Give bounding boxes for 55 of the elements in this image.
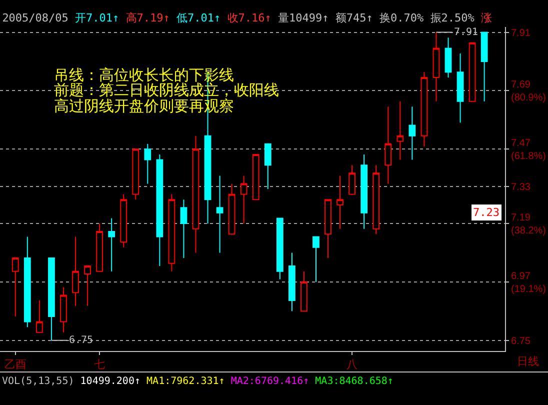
candlestick [72,236,79,306]
x-axis-title: 日线 [517,355,539,368]
y-tick-label: 7.33 [511,182,531,193]
annotation: 7.23 [473,206,500,219]
candlestick [120,194,128,248]
candlestick [408,106,416,160]
candlestick [348,164,356,195]
candlestick [432,32,440,102]
candlestick [456,53,464,124]
annotation: 6.75 [69,335,94,346]
candlestick [24,236,31,328]
x-tick-label: 乙酉 [4,358,26,372]
chart-title: 2005/08/05 开7.01↑ 高7.19↑ 低7.01↑ 收7.16↑ 量10499↑ 额745↑ 换0.70% 振2.50% 涨 [2,11,492,24]
candlestick [444,37,452,78]
candlestick [264,143,272,190]
candlestick [288,252,296,312]
candlestick [276,218,284,280]
y-tick-label: 7.69 (80.9%) [511,80,546,104]
candlestick [372,164,380,235]
candlestick [96,223,103,272]
candlestick [384,106,392,184]
candlestick [228,183,236,235]
candlestick [168,194,176,272]
candlestick [192,135,200,254]
y-tick-label: 7.91 [511,28,531,39]
annotation: 7.91 [454,27,478,38]
candlestick [216,175,224,254]
candlestick [180,199,188,259]
candlestick [144,143,152,184]
candlestick [240,175,248,224]
candlestick [300,270,308,312]
candlestick [132,148,140,200]
candlestick [468,42,476,102]
candlestick [48,258,55,341]
y-tick-label: 6.97 (19.1%) [511,270,546,295]
y-tick-label: 7.19 (38.2%) [511,212,546,237]
candlestick [336,175,344,230]
candlestick [396,100,404,160]
text: VOL(5,13,55) 10499.200↑ MA1:7962.331↑ MA2:6769.416↑ MA3:8468.658↑ [2,376,394,387]
candlestick [36,300,43,333]
candlestick [84,266,91,306]
y-tick-label: 6.75 [511,336,531,347]
candlestick [252,154,260,200]
x-tick-label: 八 [346,358,358,372]
y-tick-label: 7.47 (61.8%) [511,138,546,162]
candlestick [312,236,320,282]
candlestick [360,154,368,230]
candlestick [12,258,19,317]
candlestick [108,218,116,272]
candlestick [324,199,332,259]
x-tick-label: 七 [94,358,106,372]
candlestick [480,32,488,102]
candlestick [156,154,164,267]
candlestick [60,286,67,333]
candlestick [420,72,428,148]
